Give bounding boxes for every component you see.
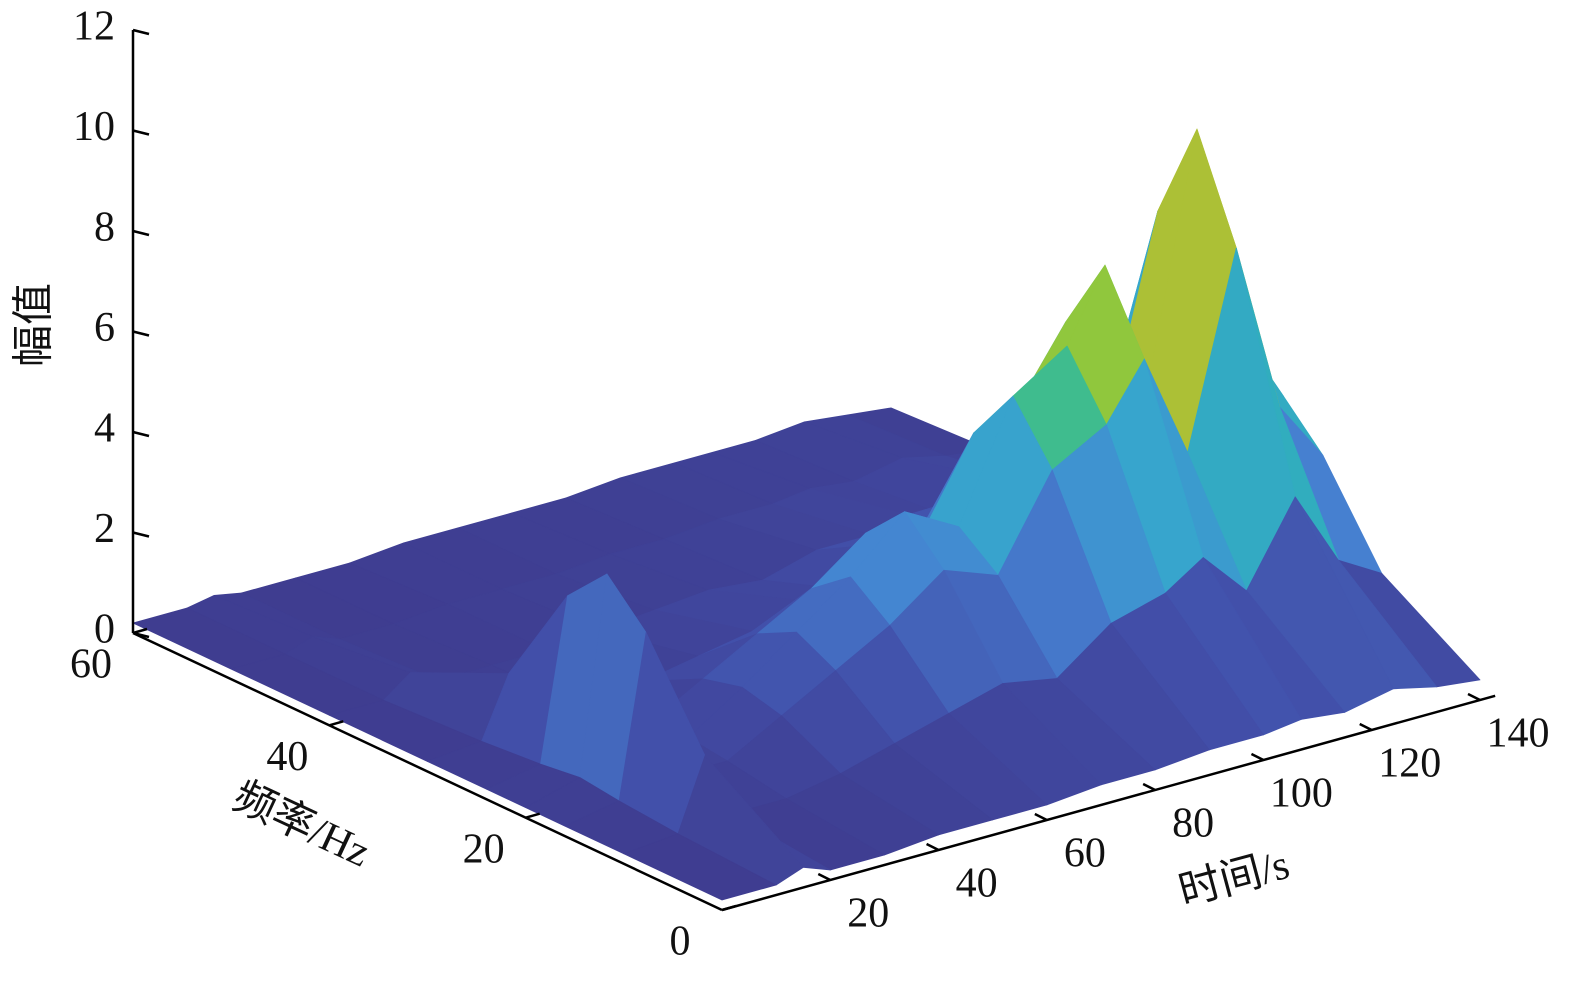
z-tick — [132, 28, 150, 36]
x-tick — [1250, 752, 1264, 762]
z-tick — [132, 229, 150, 237]
z-axis-label: 幅值 — [12, 283, 58, 367]
z-tick — [132, 531, 150, 538]
z-tick-label: 2 — [94, 506, 115, 552]
x-tick — [817, 872, 831, 882]
z-tick-label: 10 — [73, 104, 115, 150]
x-tick-label: 120 — [1378, 741, 1441, 787]
y-tick — [525, 812, 541, 819]
x-tick-label: 40 — [956, 861, 998, 907]
x-tick-label: 100 — [1270, 771, 1333, 817]
z-tick-label: 4 — [94, 406, 115, 452]
y-tick — [721, 904, 737, 912]
y-tick-label: 20 — [463, 826, 505, 872]
x-axis-label: 时间/s — [1174, 842, 1294, 915]
z-tick — [132, 631, 150, 639]
x-tick-label: 80 — [1172, 801, 1214, 847]
x-tick — [1359, 722, 1373, 732]
x-tick-label: 140 — [1487, 711, 1550, 757]
z-tick-label: 12 — [73, 4, 115, 50]
x-tick — [1142, 782, 1156, 792]
x-tick — [1034, 812, 1048, 822]
y-tick-label: 0 — [670, 919, 691, 965]
z-tick — [132, 430, 150, 438]
y-axis — [132, 631, 723, 912]
x-tick — [1467, 692, 1481, 702]
x-tick-label: 60 — [1064, 831, 1106, 877]
z-tick — [132, 330, 150, 337]
y-tick — [328, 720, 344, 727]
y-tick-label: 60 — [70, 642, 112, 688]
z-tick-label: 6 — [94, 305, 115, 351]
x-axis — [721, 694, 1496, 912]
x-tick — [926, 842, 940, 852]
y-axis-label: 频率/Hz — [226, 773, 377, 877]
y-tick — [132, 627, 148, 635]
y-tick-label: 40 — [266, 734, 308, 780]
z-tick-label: 8 — [94, 205, 115, 251]
surface — [132, 128, 1481, 901]
x-tick-label: 20 — [847, 891, 889, 937]
z-tick-label: 0 — [94, 607, 115, 653]
z-tick — [132, 129, 150, 136]
surface-cell — [623, 833, 777, 901]
